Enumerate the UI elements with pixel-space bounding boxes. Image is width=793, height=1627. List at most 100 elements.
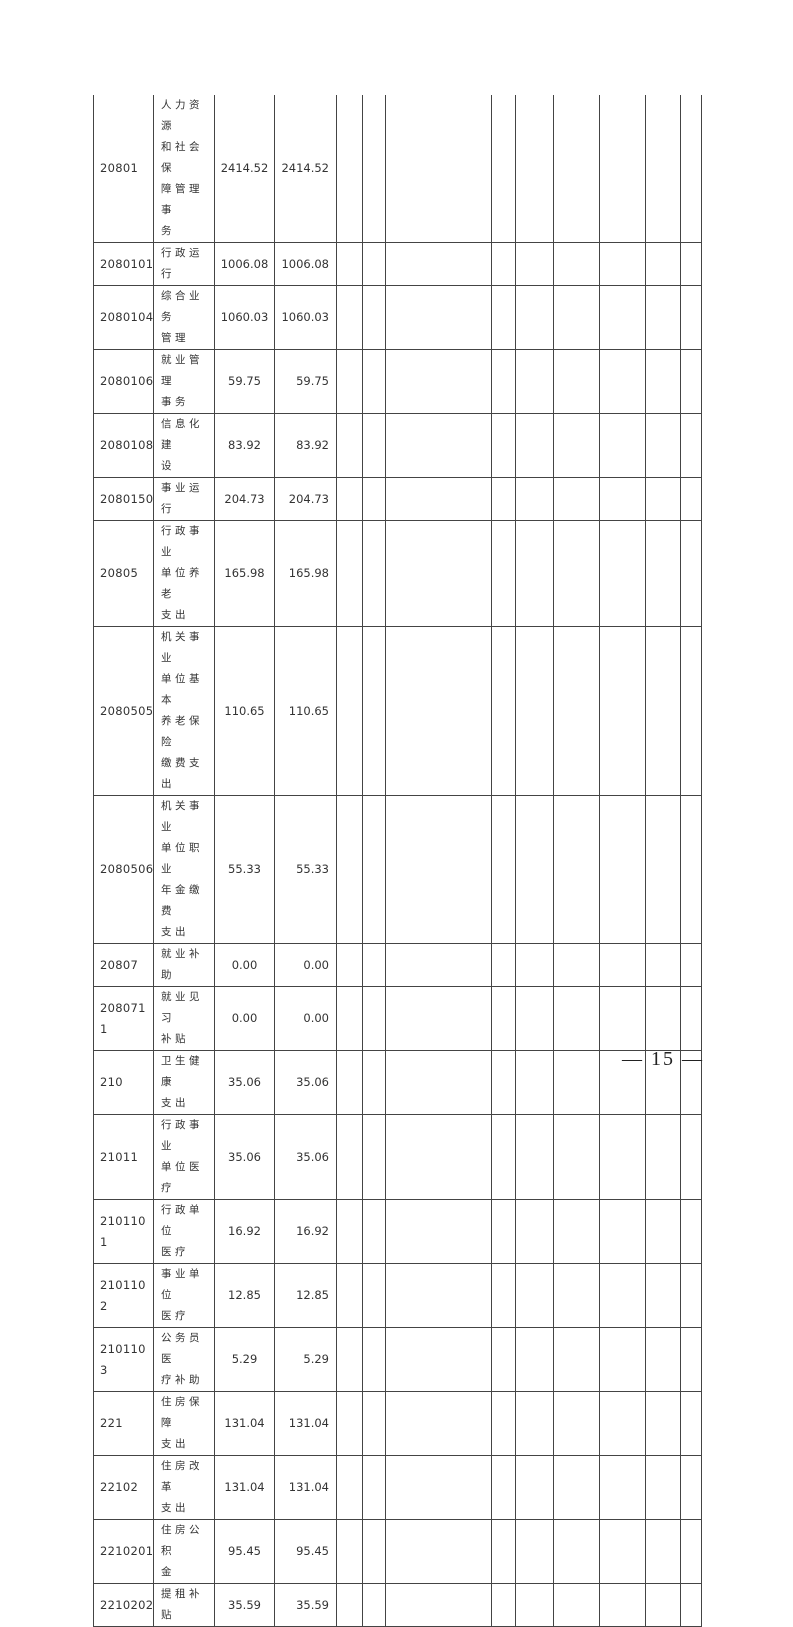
table-row: 2080106 就业管理 事务 59.75 59.75 [93, 349, 702, 414]
code-cell: 2080104 [93, 285, 154, 350]
empty-cell [645, 349, 681, 414]
empty-cell [553, 1455, 600, 1520]
name-cell: 就业见习 补贴 [153, 986, 215, 1051]
code-cell: 210110 3 [93, 1327, 154, 1392]
amount-cell: 131.04 [214, 1455, 275, 1520]
empty-cell [645, 626, 681, 796]
empty-cell [336, 1327, 363, 1392]
empty-cell [362, 626, 386, 796]
empty-cell [336, 986, 363, 1051]
table-row: 210110 1 行政单位 医疗 16.92 16.92 [93, 1199, 702, 1264]
empty-cell [599, 520, 646, 627]
amount-cell: 131.04 [274, 1455, 337, 1520]
empty-cell [336, 626, 363, 796]
empty-cell [362, 1263, 386, 1328]
amount-cell: 95.45 [214, 1519, 275, 1584]
name-cell: 人力资源 和社会保 障管理事 务 [153, 95, 215, 243]
empty-cell [680, 242, 702, 286]
empty-cell [362, 520, 386, 627]
empty-cell [362, 477, 386, 521]
empty-cell [362, 1583, 386, 1627]
empty-cell [491, 1050, 516, 1115]
name-cell: 事业运行 [153, 477, 215, 521]
code-cell: 22102 [93, 1455, 154, 1520]
empty-cell [336, 520, 363, 627]
empty-cell [491, 1199, 516, 1264]
empty-cell [491, 1263, 516, 1328]
empty-cell [553, 1199, 600, 1264]
empty-cell [680, 1263, 702, 1328]
empty-cell [515, 943, 554, 987]
empty-cell [553, 1583, 600, 1627]
empty-cell [515, 285, 554, 350]
table-row: 210110 2 事业单位 医疗 12.85 12.85 [93, 1263, 702, 1328]
empty-cell [336, 242, 363, 286]
empty-cell [385, 795, 492, 944]
table-row: 2080101 行政运行 1006.08 1006.08 [93, 242, 702, 286]
empty-cell [599, 943, 646, 987]
amount-cell: 1060.03 [214, 285, 275, 350]
table-row: 20801 人力资源 和社会保 障管理事 务 2414.52 2414.52 [93, 95, 702, 243]
amount-cell: 1060.03 [274, 285, 337, 350]
empty-cell [362, 1050, 386, 1115]
table-row: 208071 1 就业见习 补贴 0.00 0.00 [93, 986, 702, 1051]
empty-cell [553, 626, 600, 796]
amount-cell: 110.65 [214, 626, 275, 796]
empty-cell [553, 285, 600, 350]
empty-cell [645, 1519, 681, 1584]
empty-cell [599, 986, 646, 1051]
name-cell: 就业管理 事务 [153, 349, 215, 414]
table-row: 2080150 事业运行 204.73 204.73 [93, 477, 702, 521]
empty-cell [599, 626, 646, 796]
amount-cell: 12.85 [274, 1263, 337, 1328]
name-cell: 机关事业 单位职业 年金缴费 支出 [153, 795, 215, 944]
empty-cell [385, 986, 492, 1051]
amount-cell: 204.73 [214, 477, 275, 521]
amount-cell: 204.73 [274, 477, 337, 521]
empty-cell [491, 1114, 516, 1200]
name-cell: 住房公积 金 [153, 1519, 215, 1584]
amount-cell: 35.06 [214, 1050, 275, 1115]
empty-cell [680, 1391, 702, 1456]
empty-cell [362, 943, 386, 987]
empty-cell [515, 1519, 554, 1584]
table-row: 2210202 提租补贴 35.59 35.59 [93, 1583, 702, 1627]
amount-cell: 16.92 [274, 1199, 337, 1264]
empty-cell [599, 1391, 646, 1456]
empty-cell [336, 1050, 363, 1115]
code-cell: 2080150 [93, 477, 154, 521]
empty-cell [385, 943, 492, 987]
empty-cell [680, 95, 702, 243]
empty-cell [645, 520, 681, 627]
table-row: 221 住房保障 支出 131.04 131.04 [93, 1391, 702, 1456]
empty-cell [599, 242, 646, 286]
empty-cell [645, 1199, 681, 1264]
empty-cell [515, 520, 554, 627]
empty-cell [599, 1327, 646, 1392]
empty-cell [680, 1327, 702, 1392]
empty-cell [336, 95, 363, 243]
empty-cell [599, 349, 646, 414]
table-row: 2080505 机关事业 单位基本 养老保险 缴费支出 110.65 110.65 [93, 626, 702, 796]
empty-cell [599, 95, 646, 243]
empty-cell [599, 1455, 646, 1520]
empty-cell [362, 1519, 386, 1584]
empty-cell [680, 349, 702, 414]
code-cell: 2080108 [93, 413, 154, 478]
code-cell: 210110 1 [93, 1199, 154, 1264]
empty-cell [491, 943, 516, 987]
empty-cell [515, 1114, 554, 1200]
empty-cell [491, 795, 516, 944]
empty-cell [515, 1199, 554, 1264]
empty-cell [553, 1050, 600, 1115]
empty-cell [385, 1199, 492, 1264]
amount-cell: 5.29 [274, 1327, 337, 1392]
code-cell: 221 [93, 1391, 154, 1456]
empty-cell [385, 1391, 492, 1456]
name-cell: 事业单位 医疗 [153, 1263, 215, 1328]
name-cell: 信息化建 设 [153, 413, 215, 478]
empty-cell [336, 477, 363, 521]
table-row: 2210201 住房公积 金 95.45 95.45 [93, 1519, 702, 1584]
empty-cell [553, 1519, 600, 1584]
empty-cell [599, 795, 646, 944]
